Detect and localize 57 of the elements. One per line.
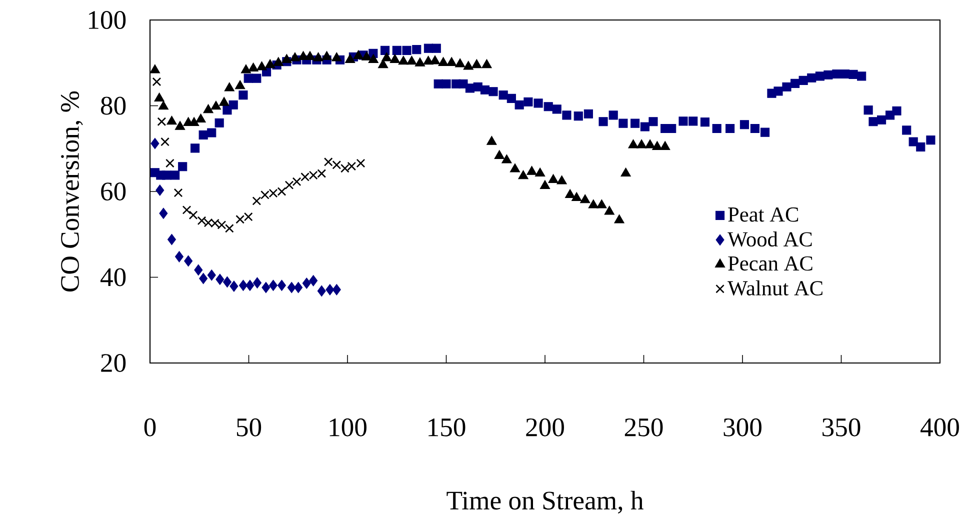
point bbox=[188, 210, 198, 220]
x-tick-label: 400 bbox=[920, 418, 959, 436]
x-tick-label: 100 bbox=[330, 418, 366, 436]
point bbox=[302, 278, 311, 289]
point bbox=[292, 177, 302, 186]
point bbox=[159, 208, 168, 220]
y-tick-label: 100 bbox=[88, 11, 126, 30]
x-tick-label: 300 bbox=[724, 418, 762, 436]
point bbox=[238, 280, 248, 292]
point bbox=[252, 196, 262, 206]
point bbox=[166, 158, 174, 168]
point bbox=[174, 188, 183, 198]
point bbox=[156, 184, 164, 196]
point bbox=[222, 276, 232, 288]
legend-label: Wood AC bbox=[728, 232, 812, 247]
point bbox=[216, 274, 224, 286]
point bbox=[252, 277, 262, 288]
point bbox=[167, 234, 176, 246]
x-tick-label: 350 bbox=[822, 418, 860, 436]
x-tick-label: 250 bbox=[624, 418, 663, 436]
legend-label: Pecan AC bbox=[728, 256, 812, 271]
point bbox=[262, 282, 270, 294]
point bbox=[277, 280, 286, 292]
point bbox=[152, 77, 162, 86]
point bbox=[160, 137, 170, 146]
x-axis-title: Time on Stream, h bbox=[446, 490, 644, 514]
point bbox=[294, 282, 303, 294]
point bbox=[194, 264, 203, 276]
point bbox=[207, 270, 216, 281]
point bbox=[230, 280, 238, 292]
point bbox=[246, 280, 254, 292]
point bbox=[356, 158, 366, 168]
point bbox=[326, 284, 334, 296]
point bbox=[184, 255, 193, 267]
point bbox=[150, 138, 160, 150]
legend-label: Peat AC bbox=[728, 207, 798, 222]
y-tick-label: 80 bbox=[100, 96, 126, 115]
point bbox=[309, 275, 318, 286]
point bbox=[199, 272, 208, 284]
y-axis-title: CO Conversion, % bbox=[60, 91, 83, 292]
x-tick-label: 150 bbox=[428, 418, 466, 436]
y-tick-label: 60 bbox=[101, 182, 126, 201]
point bbox=[224, 224, 234, 233]
point bbox=[332, 284, 341, 296]
x-tick-label: 50 bbox=[236, 418, 262, 436]
y-tick-label: 40 bbox=[100, 268, 126, 286]
point bbox=[182, 206, 192, 214]
x-tick-label: 200 bbox=[526, 418, 564, 436]
point bbox=[174, 251, 184, 262]
x-tick-label: 0 bbox=[144, 418, 156, 436]
point bbox=[287, 282, 296, 294]
point bbox=[284, 180, 294, 190]
point bbox=[268, 280, 278, 292]
y-tick-label: 20 bbox=[101, 354, 126, 372]
point bbox=[317, 285, 326, 297]
legend-label: Walnut AC bbox=[728, 280, 822, 296]
point bbox=[157, 117, 166, 126]
